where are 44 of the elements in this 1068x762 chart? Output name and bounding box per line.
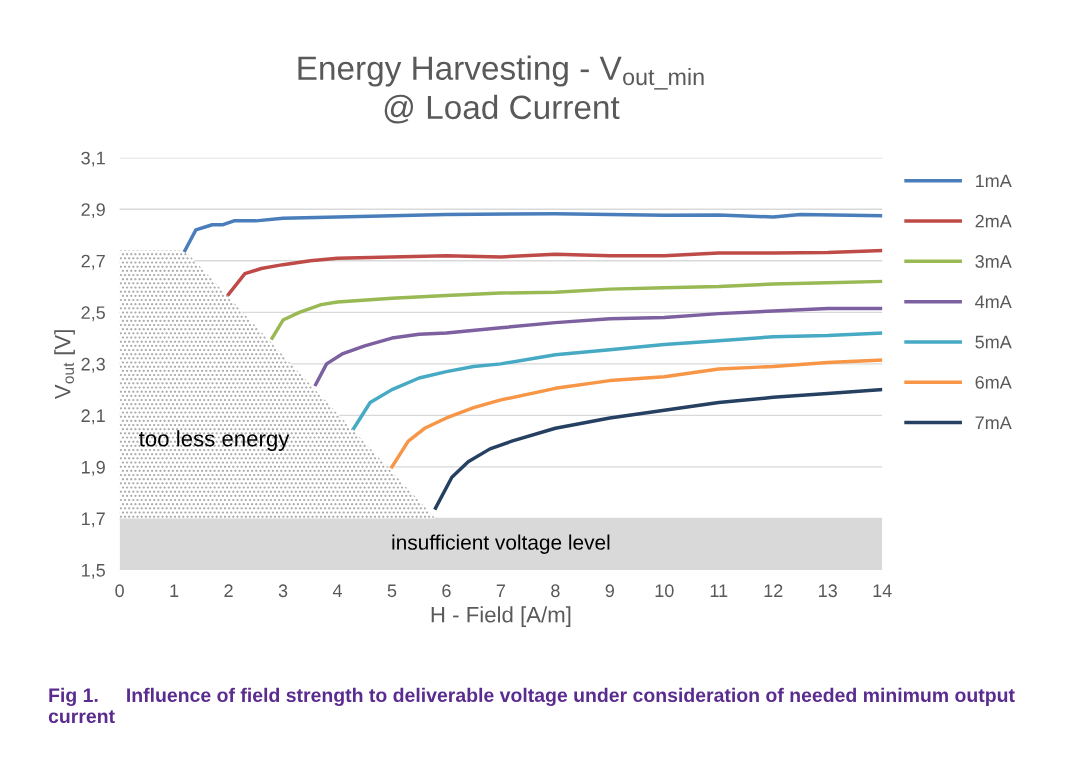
line-series <box>183 211 883 253</box>
legend-label: 1mA <box>976 174 1012 188</box>
x-tick-label: 10 <box>655 584 674 598</box>
x-tick-label: 5 <box>387 584 397 598</box>
line-series <box>313 306 883 387</box>
y-tick-label: 1,9 <box>82 460 105 476</box>
line-series <box>352 331 883 431</box>
x-tick-label: 8 <box>551 584 560 598</box>
x-tick-label: 12 <box>764 584 783 597</box>
x-tick-label: 3 <box>278 584 288 598</box>
y-tick-label: 1,7 <box>82 512 105 528</box>
x-tick-label: 7 <box>496 584 506 597</box>
y-tick-label: 2,7 <box>81 254 105 270</box>
band-label: insufficient voltage level <box>392 534 610 554</box>
x-tick-label: 14 <box>873 584 892 597</box>
x-tick-label: 2 <box>224 584 233 597</box>
x-tick-label: 9 <box>605 584 614 598</box>
legend-label: 5mA <box>975 335 1012 349</box>
legend-label: 2mA <box>975 214 1012 228</box>
y-tick-label: 1,5 <box>82 564 105 579</box>
legend-label: 6mA <box>975 375 1012 389</box>
line-series <box>390 358 883 469</box>
y-tick-label: 2,5 <box>81 306 105 322</box>
x-axis-title: H - Field [A/m] <box>431 606 571 627</box>
x-tick-label: 11 <box>710 584 728 597</box>
x-tick-label: 0 <box>115 584 124 598</box>
legend-label: 4mA <box>975 295 1012 308</box>
x-tick-label: 6 <box>442 584 451 598</box>
x-tick-label: 13 <box>819 584 837 598</box>
line-series <box>270 279 883 340</box>
annotation: too less energy <box>139 430 290 451</box>
y-axis-title: V$_{out}$ [V] <box>54 330 75 400</box>
x-tick-label: 4 <box>332 584 342 597</box>
legend-label: 3mA <box>975 255 1012 268</box>
x-tick-label: 1 <box>170 584 179 597</box>
y-tick-label: 2,1 <box>81 409 105 425</box>
line-series <box>226 248 883 297</box>
line-series <box>433 387 883 510</box>
chart-title: Energy Harvesting - V$_{out_min}$ @ Load Current <box>298 55 704 124</box>
caption: Fig 1. Influence of field strength to deliverable voltage under consideration of needed minimum output current <box>48 687 1015 724</box>
y-tick-label: 2,9 <box>81 203 105 219</box>
y-tick-label: 2,3 <box>81 357 105 373</box>
y-tick-label: 3,1 <box>81 151 105 167</box>
legend-label: 7mA <box>975 416 1012 429</box>
